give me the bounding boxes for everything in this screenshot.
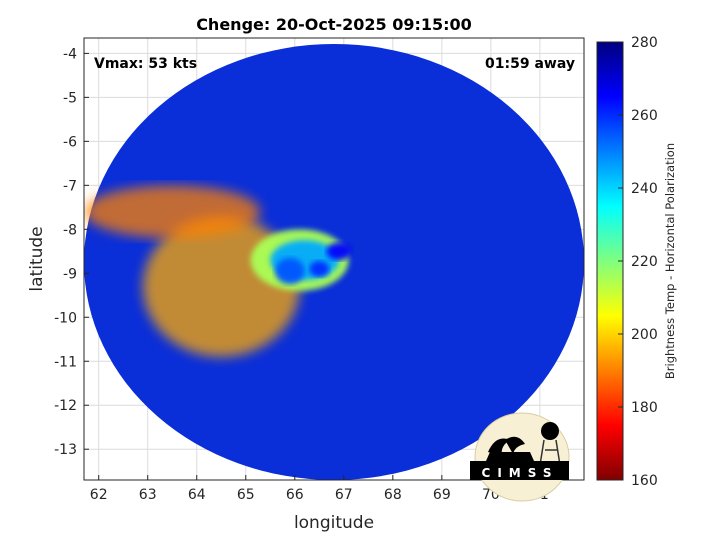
y-tick-label: -12 xyxy=(54,398,77,414)
x-tick-label: 68 xyxy=(384,487,402,503)
x-axis-label: longitude xyxy=(294,513,374,533)
y-axis-label: latitude xyxy=(27,226,47,291)
colorbar-tick-label: 280 xyxy=(631,35,658,51)
logo-text: CIMSS xyxy=(482,466,559,480)
y-tick-label: -7 xyxy=(63,178,77,194)
colorbar-tick-label: 180 xyxy=(631,400,658,416)
y-tick-label: -6 xyxy=(63,134,77,150)
y-tick-label: -10 xyxy=(54,310,77,326)
x-tick-label: 69 xyxy=(433,487,451,503)
cold-region xyxy=(275,257,305,285)
colorbar-tick-label: 200 xyxy=(631,327,658,343)
cold-region xyxy=(326,242,352,261)
x-tick-label: 62 xyxy=(90,487,108,503)
y-tick-label: -5 xyxy=(63,90,77,106)
time-away-annotation: 01:59 away xyxy=(485,56,575,72)
x-axis: 62636465666768697071 xyxy=(90,475,549,503)
x-tick-label: 65 xyxy=(237,487,255,503)
y-tick-label: -11 xyxy=(54,354,77,370)
y-tick-label: -9 xyxy=(63,266,77,282)
colorbar-tick-label: 240 xyxy=(631,181,658,197)
cold-regions xyxy=(84,185,352,357)
cimss-logo: CIMSS xyxy=(470,412,570,502)
colorbar-tick-label: 160 xyxy=(631,473,658,489)
cold-region xyxy=(84,185,261,239)
colorbar-tick-label: 220 xyxy=(631,254,658,270)
x-tick-label: 64 xyxy=(188,487,206,503)
y-tick-label: -13 xyxy=(54,442,77,458)
x-tick-label: 63 xyxy=(139,487,157,503)
vmax-annotation: Vmax: 53 kts xyxy=(94,56,197,72)
cold-region xyxy=(309,260,330,277)
y-axis: -4 -5 -6 -7 -8 -9 -10 -11 -12 -13 xyxy=(54,46,89,458)
x-tick-label: 67 xyxy=(335,487,353,503)
y-tick-label: -4 xyxy=(63,46,77,62)
colorbar-tick-label: 260 xyxy=(631,108,658,124)
x-tick-label: 66 xyxy=(286,487,304,503)
colorbar-label: Brightness Temp - Horizontal Polarizatio… xyxy=(663,143,677,379)
chart-title: Chenge: 20-Oct-2025 09:15:00 xyxy=(196,15,472,34)
colorbar: 160 180 200 220 240 260 280 Brightness Temp - … xyxy=(596,35,677,489)
y-tick-label: -8 xyxy=(63,222,77,238)
